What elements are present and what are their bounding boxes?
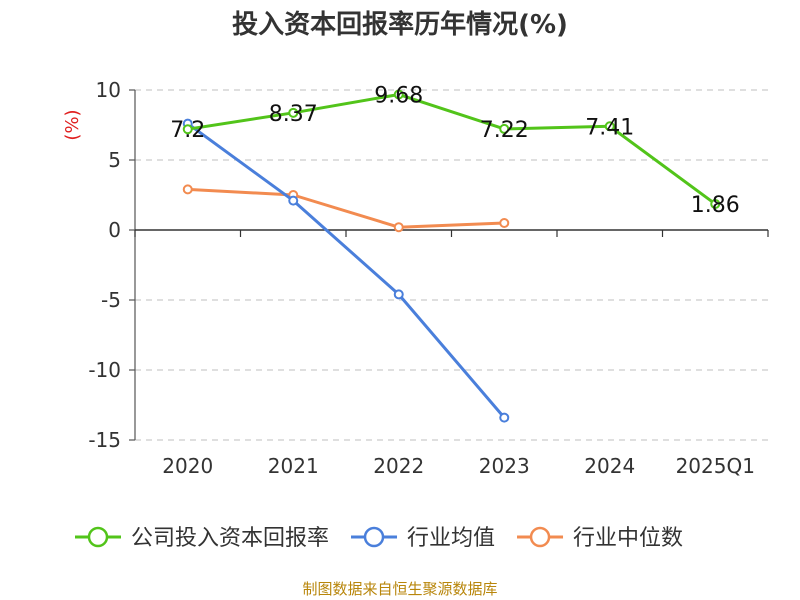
- data-point[interactable]: [499, 412, 510, 423]
- legend-label: 行业均值: [407, 526, 495, 551]
- data-point[interactable]: [393, 89, 404, 100]
- x-tick-label: 2022: [373, 454, 424, 478]
- series-lines: [182, 89, 721, 423]
- legend-label: 公司投入资本回报率: [131, 526, 329, 551]
- y-tick-label: -5: [101, 288, 121, 312]
- data-point[interactable]: [288, 107, 299, 118]
- legend-swatch-marker: [363, 526, 385, 548]
- series-line-1: [187, 92, 717, 206]
- source-note: 制图数据来自恒生聚源数据库: [302, 580, 498, 598]
- data-point[interactable]: [393, 222, 404, 233]
- legend-item-2[interactable]: 行业均值: [351, 526, 495, 551]
- axes: 10 5 0 -5 -10 -15 2020 2021 2022 2023 2024 2025Q1 (%…: [62, 78, 769, 478]
- data-point[interactable]: [499, 218, 510, 228]
- y-tick-label: 10: [96, 78, 121, 102]
- x-tick-label: 2020: [162, 454, 213, 478]
- x-tick-label: 2023: [479, 454, 530, 478]
- data-label: 7.22: [480, 118, 529, 143]
- legend[interactable]: 公司投入资本回报率 行业均值 行业中位数: [75, 526, 683, 551]
- data-labels: 7.2 8.37 9.68 7.22 7.41 1.86: [170, 83, 739, 217]
- data-point[interactable]: [288, 195, 299, 206]
- series-line-3: [187, 187, 505, 229]
- data-point[interactable]: [393, 289, 404, 300]
- legend-item-3[interactable]: 行业中位数: [517, 526, 683, 551]
- y-axis-unit-label: (%): [62, 109, 83, 140]
- data-point[interactable]: [710, 198, 721, 209]
- data-point[interactable]: [499, 123, 510, 134]
- legend-swatch-marker: [87, 526, 109, 548]
- y-tick-label: -15: [88, 428, 121, 452]
- series-line-2: [186, 122, 506, 419]
- data-label: 7.2: [170, 118, 205, 143]
- x-tick-label: 2025Q1: [676, 454, 755, 478]
- data-point[interactable]: [182, 184, 193, 195]
- y-tick-label: -10: [88, 358, 121, 382]
- x-tick-label: 2021: [268, 454, 319, 478]
- legend-label: 行业中位数: [573, 526, 683, 551]
- data-point[interactable]: [182, 124, 193, 135]
- data-label: 9.68: [374, 83, 423, 108]
- data-point[interactable]: [604, 121, 615, 132]
- grid-lines: [135, 89, 768, 441]
- data-label: 8.37: [269, 102, 318, 127]
- legend-item-1[interactable]: 公司投入资本回报率: [75, 526, 329, 551]
- data-label: 7.41: [585, 115, 634, 140]
- y-tick-label: 5: [108, 148, 121, 172]
- data-label: 1.86: [691, 193, 740, 218]
- x-tick-label: 2024: [584, 454, 635, 478]
- y-tick-label: 0: [108, 218, 121, 242]
- legend-swatch-marker: [529, 526, 551, 548]
- chart-title: 投入资本回报率历年情况(%): [232, 10, 568, 40]
